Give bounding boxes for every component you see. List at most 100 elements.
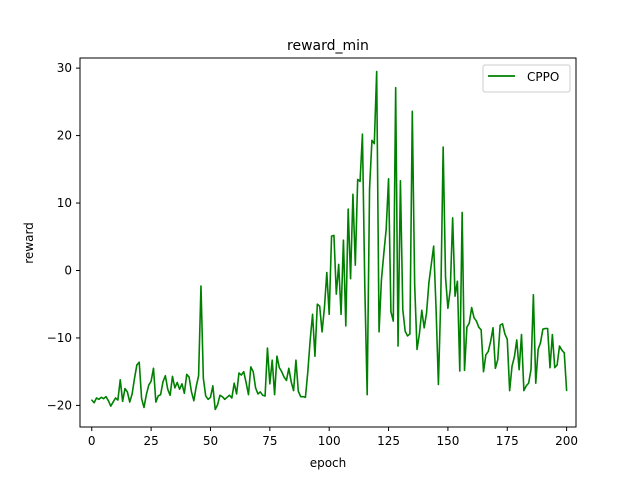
data-point: [497, 358, 499, 361]
data-point: [335, 293, 337, 295]
data-point: [433, 245, 435, 247]
data-point: [186, 373, 188, 375]
data-point: [345, 325, 347, 327]
data-point: [179, 388, 181, 390]
data-point: [461, 211, 463, 214]
data-point: [532, 294, 534, 296]
data-point: [392, 320, 394, 322]
data-point: [198, 375, 200, 377]
data-point: [95, 397, 98, 399]
data-point: [224, 398, 226, 400]
data-point: [183, 392, 185, 394]
data-point: [311, 313, 314, 315]
data-point: [91, 399, 93, 401]
data-point: [340, 313, 342, 315]
y-tick-label: −10: [47, 331, 72, 345]
data-point: [169, 394, 171, 396]
data-point: [328, 313, 330, 315]
data-point: [181, 383, 183, 385]
data-point: [100, 396, 102, 398]
data-point: [516, 339, 518, 341]
data-point: [528, 382, 530, 384]
data-point: [273, 394, 276, 396]
data-point: [281, 371, 283, 373]
data-point: [264, 395, 266, 397]
data-point: [506, 338, 508, 340]
y-tick-label: 0: [64, 263, 72, 277]
x-tick-label: 25: [143, 434, 158, 448]
data-point: [307, 371, 309, 373]
data-point: [525, 385, 527, 387]
data-point: [145, 394, 147, 396]
data-point: [252, 371, 254, 373]
data-point: [122, 400, 124, 402]
data-point: [349, 277, 352, 280]
data-point: [292, 389, 295, 392]
data-point: [513, 356, 515, 358]
data-point: [411, 110, 413, 112]
data-point: [492, 327, 494, 329]
data-point: [554, 367, 556, 369]
data-point: [160, 394, 162, 396]
data-point: [209, 396, 212, 398]
data-point: [466, 326, 468, 328]
data-point: [361, 133, 364, 135]
data-point: [378, 331, 380, 333]
y-axis-ticks: −20 −10 0 10 20 30: [47, 61, 80, 412]
data-point: [347, 208, 349, 210]
data-point: [290, 381, 292, 383]
data-point: [428, 282, 430, 284]
x-axis-ticks: 0 25 50 75 100 125 150 175 200: [88, 427, 578, 448]
data-point: [174, 387, 176, 389]
data-point: [207, 398, 209, 400]
data-point: [366, 394, 368, 396]
data-point: [376, 70, 378, 73]
data-point: [447, 307, 449, 309]
data-point: [454, 295, 456, 297]
data-point: [243, 371, 245, 373]
data-point: [238, 372, 240, 374]
data-point: [269, 383, 271, 385]
data-point: [357, 178, 359, 181]
data-point: [390, 311, 392, 313]
data-point: [167, 388, 169, 390]
data-point: [171, 375, 174, 378]
y-tick-label: 10: [57, 196, 72, 210]
data-point: [539, 342, 542, 344]
series-layer: [91, 70, 568, 411]
data-point: [319, 305, 321, 307]
data-point: [216, 404, 219, 406]
data-point: [112, 401, 114, 403]
data-point: [285, 379, 288, 382]
data-point: [136, 364, 138, 366]
data-point: [126, 391, 128, 393]
data-point: [399, 180, 402, 182]
data-point: [430, 263, 432, 266]
legend-box: [482, 64, 571, 93]
data-point: [482, 371, 485, 373]
data-point: [302, 396, 304, 398]
data-point: [138, 361, 140, 363]
data-point: [440, 297, 442, 299]
data-point: [471, 307, 473, 309]
data-point: [143, 406, 145, 409]
data-point: [459, 370, 461, 372]
data-point: [563, 352, 565, 354]
data-point: [162, 381, 164, 383]
data-point: [371, 139, 373, 141]
data-point: [338, 263, 340, 266]
x-tick-label: 175: [496, 434, 519, 448]
data-point: [435, 307, 437, 309]
data-point: [373, 143, 375, 145]
x-tick-label: 150: [436, 434, 459, 448]
legend: CPPO: [482, 64, 571, 93]
data-point: [511, 365, 513, 367]
data-point: [148, 384, 150, 386]
data-point: [254, 387, 257, 389]
data-point: [558, 345, 561, 347]
y-tick-label: 20: [57, 129, 72, 143]
y-tick-label: −20: [47, 398, 72, 412]
data-point: [295, 359, 297, 361]
data-point: [383, 253, 385, 255]
